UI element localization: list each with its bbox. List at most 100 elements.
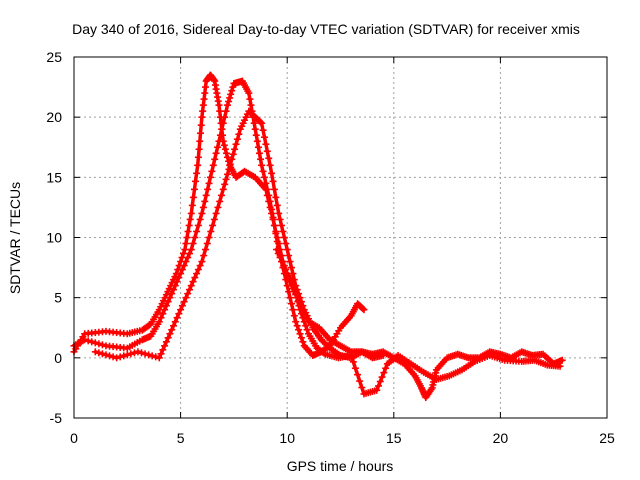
data-point: [109, 353, 117, 361]
data-point: [198, 113, 206, 121]
data-point: [102, 351, 110, 359]
data-point: [290, 282, 298, 290]
data-point: [193, 270, 201, 278]
data-point: [360, 306, 368, 314]
data-point: [98, 341, 106, 349]
data-point: [189, 193, 197, 201]
data-point: [188, 201, 196, 209]
data-point: [286, 258, 294, 266]
data-point: [134, 348, 142, 356]
data-point: [195, 145, 203, 153]
data-point: [211, 155, 219, 163]
data-point: [182, 294, 190, 302]
data-point: [235, 130, 243, 138]
data-point: [278, 258, 286, 266]
data-point: [201, 197, 209, 205]
data-point: [292, 290, 300, 298]
data-point: [291, 286, 299, 294]
data-point: [175, 310, 183, 318]
data-point: [168, 290, 176, 298]
data-point: [203, 240, 211, 248]
data-point: [273, 201, 281, 209]
data-point: [354, 371, 362, 379]
data-point: [224, 101, 232, 109]
data-point: [272, 193, 280, 201]
grid: [74, 57, 607, 418]
data-point: [95, 340, 103, 348]
data-point: [217, 191, 225, 199]
data-point: [226, 94, 234, 102]
data-point: [197, 121, 205, 129]
data-point: [222, 107, 230, 115]
data-point: [295, 326, 303, 334]
x-tick-label: 10: [279, 430, 295, 446]
data-point: [200, 95, 208, 103]
data-point: [297, 334, 305, 342]
chart-title: Day 340 of 2016, Sidereal Day-to-day VTE…: [72, 21, 580, 37]
data-point: [194, 221, 202, 229]
data-point: [148, 352, 156, 360]
data-point: [155, 354, 163, 362]
y-tick-label: -5: [50, 410, 63, 426]
data-point: [286, 294, 294, 302]
data-point: [224, 153, 232, 161]
data-point: [196, 137, 204, 145]
data-point: [292, 318, 300, 326]
data-point: [226, 160, 234, 168]
data-point: [221, 113, 229, 121]
data-point: [168, 326, 176, 334]
data-point: [98, 350, 106, 358]
data-point: [269, 213, 277, 221]
data-point: [358, 384, 366, 392]
data-point: [293, 322, 301, 330]
data-point: [177, 270, 185, 278]
data-point: [219, 185, 227, 193]
data-point: [173, 314, 181, 322]
data-point: [282, 240, 290, 248]
data-point: [266, 161, 274, 169]
y-tick-label: 15: [46, 169, 62, 185]
data-point: [199, 203, 207, 211]
data-point: [127, 350, 135, 358]
data-point: [229, 150, 237, 158]
data-point: [380, 369, 388, 377]
data-point: [184, 227, 192, 235]
data-point: [201, 89, 209, 97]
data-point: [164, 298, 172, 306]
y-tick-label: 0: [54, 350, 62, 366]
data-point: [180, 262, 188, 270]
data-point: [281, 266, 289, 274]
data-point: [187, 246, 195, 254]
data-point: [183, 234, 191, 241]
data-point: [91, 339, 99, 347]
data-point: [212, 149, 220, 157]
data-point: [227, 90, 235, 98]
data-point: [178, 266, 186, 274]
data-point: [225, 165, 233, 173]
y-tick-label: 25: [46, 49, 62, 65]
data-point: [205, 234, 213, 241]
data-point: [279, 227, 287, 235]
data-point: [351, 364, 359, 372]
data-point: [219, 119, 227, 127]
data-point: [375, 382, 383, 390]
data-point: [196, 215, 204, 223]
data-point: [556, 362, 564, 370]
data-point: [266, 197, 274, 205]
data-point: [141, 350, 149, 358]
data-point: [303, 326, 311, 334]
data-point: [215, 101, 223, 109]
data-point: [283, 282, 291, 290]
data-point: [169, 322, 177, 330]
data-point: [91, 348, 99, 356]
series-line: [274, 247, 562, 396]
data-point: [190, 185, 198, 193]
data-point: [198, 258, 206, 266]
data-point: [228, 155, 236, 163]
data-point: [113, 354, 121, 362]
data-point: [229, 83, 237, 91]
data-point: [274, 250, 282, 258]
data-point: [294, 298, 302, 306]
data-point: [216, 107, 224, 115]
data-point: [296, 330, 304, 338]
